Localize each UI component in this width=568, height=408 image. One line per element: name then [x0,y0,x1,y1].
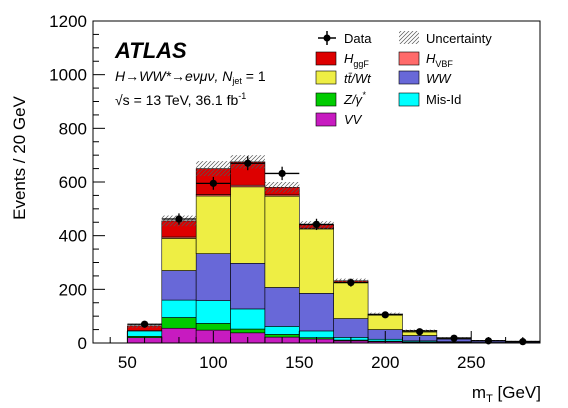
bar-4-2 [195,195,231,254]
bar-3-6 [333,318,369,338]
bar-2-2 [195,300,231,324]
legend-entry-vv: VV [315,112,363,127]
x-axis-label: mT [GeV] [472,383,541,405]
legend-entry-misid: Mis-Id [398,92,461,107]
legend-entry-zgamma: Z/γ* [315,90,366,107]
y-tick-label: 800 [59,119,87,138]
svg-text:Uncertainty: Uncertainty [426,31,492,46]
unc-band-4 [264,182,300,193]
bar-3-3 [230,263,266,310]
stacked-histogram [127,161,541,344]
process-label: H→WW*→eνμν, Njet = 1 [115,68,266,86]
legend-entry-ww: WW [398,70,452,86]
data-point-0 [127,320,162,328]
bar-1-3 [230,328,266,334]
bar-3-5 [299,293,334,332]
legend-entry-ttwt: tt̄/Wt [315,70,372,86]
legend-entry-hvbf: HVBF [398,51,453,69]
y-tick-label: 0 [78,334,87,353]
bar-1-2 [195,323,231,331]
bar-2-5 [299,330,334,338]
data-point-2 [196,176,231,190]
svg-text:HggF: HggF [344,51,369,69]
bar-2-3 [230,308,266,330]
legend-entry-data: Data [318,31,372,46]
bar-4-6 [333,282,369,319]
series-4 [161,186,541,342]
data-point-5 [299,218,334,231]
bar-4-3 [230,186,266,264]
y-tick-label: 1000 [49,66,87,85]
bar-4-4 [264,195,300,288]
y-axis-ticks: 0 200 400 600 800 1000 1200 [49,12,105,353]
bar-3-4 [264,287,300,327]
legend-entry-hggf: HggF [315,51,369,69]
bar-3-1 [161,270,197,301]
bar-4-1 [161,238,197,271]
unc-band-2 [196,161,231,177]
svg-text:tt̄/Wt: tt̄/Wt [344,71,372,86]
bar-2-0 [127,330,163,337]
svg-text:VV: VV [344,112,363,127]
svg-text:WW: WW [426,71,452,86]
y-tick-label: 1200 [49,12,87,31]
y-tick-label: 400 [59,227,87,246]
energy-lumi-label: √s = 13 TeV, 36.1 fb-1 [115,91,246,108]
x-axis-ticks: 50 100 150 200 250 [92,331,541,372]
svg-text:HVBF: HVBF [426,51,453,69]
bar-2-1 [161,299,197,318]
data-point-8 [402,328,437,336]
data-point-3 [230,156,265,171]
x-tick-label: 200 [371,353,399,372]
data-point-6 [333,278,369,287]
data-point-7 [368,311,403,319]
x-tick-label: 100 [199,353,227,372]
bar-2-4 [264,326,300,335]
bar-4-5 [299,228,334,294]
bar-1-1 [161,317,197,329]
svg-text:Z/γ*: Z/γ* [343,90,366,107]
data-point-4 [264,166,300,181]
x-tick-label: 50 [118,353,137,372]
atlas-label: ATLAS [114,38,187,63]
y-tick-label: 200 [59,280,87,299]
data-point-1 [161,213,197,225]
svg-text:Mis-Id: Mis-Id [426,92,461,107]
legend: Data HggF tt̄/Wt Z/γ* VV Uncertainty HVB… [315,31,492,127]
x-tick-label: 250 [457,353,485,372]
legend-entry-uncertainty: Uncertainty [399,31,492,46]
x-tick-label: 150 [285,353,313,372]
svg-text:Data: Data [344,31,372,46]
y-axis-label: Events / 20 GeV [10,95,29,219]
bar-1-4 [264,334,300,338]
bar-3-2 [195,253,231,301]
y-tick-label: 600 [59,173,87,192]
